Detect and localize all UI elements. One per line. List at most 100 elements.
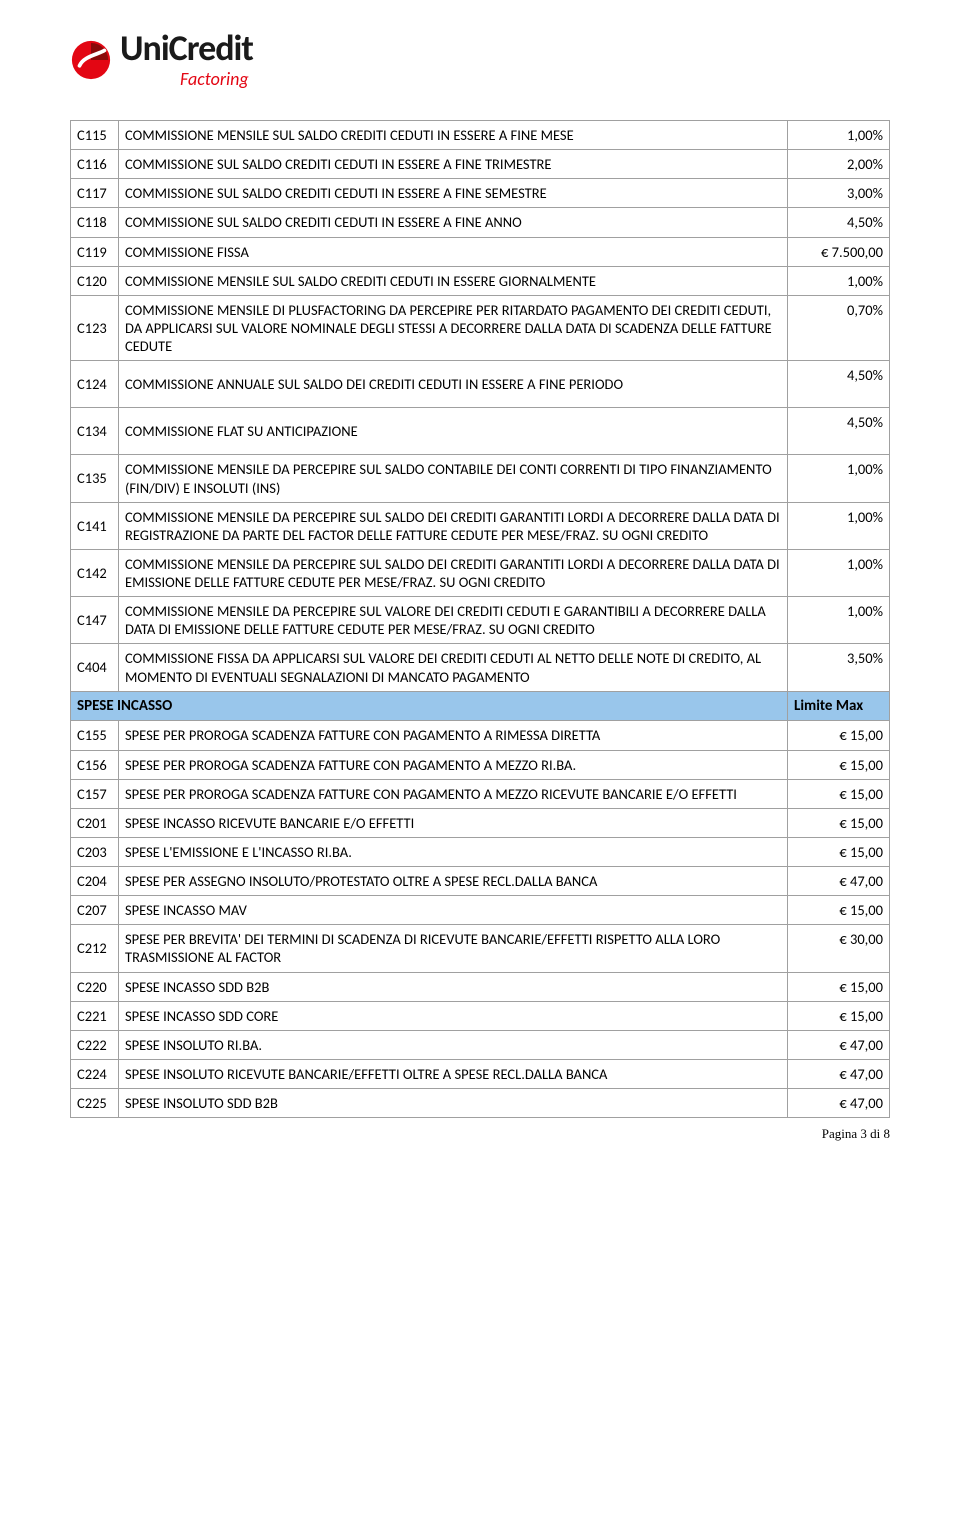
row-description: COMMISSIONE SUL SALDO CREDITI CEDUTI IN … — [119, 150, 788, 179]
row-code: C147 — [71, 597, 119, 644]
row-description: SPESE INCASSO SDD CORE — [119, 1001, 788, 1030]
row-code: C201 — [71, 808, 119, 837]
row-description: SPESE PER PROROGA SCADENZA FATTURE CON P… — [119, 721, 788, 750]
table-row: C201SPESE INCASSO RICEVUTE BANCARIE E/O … — [71, 808, 890, 837]
row-code: C115 — [71, 121, 119, 150]
row-description: SPESE INCASSO MAV — [119, 896, 788, 925]
table-row: C157SPESE PER PROROGA SCADENZA FATTURE C… — [71, 779, 890, 808]
row-description: COMMISSIONE MENSILE SUL SALDO CREDITI CE… — [119, 266, 788, 295]
table-row: C225SPESE INSOLUTO SDD B2B€ 47,00 — [71, 1089, 890, 1118]
table-row: C142COMMISSIONE MENSILE DA PERCEPIRE SUL… — [71, 549, 890, 596]
row-value: 3,00% — [788, 179, 890, 208]
row-description: COMMISSIONE MENSILE DI PLUSFACTORING DA … — [119, 295, 788, 360]
row-description: COMMISSIONE SUL SALDO CREDITI CEDUTI IN … — [119, 208, 788, 237]
table-row: C134COMMISSIONE FLAT SU ANTICIPAZIONE4,5… — [71, 408, 890, 455]
row-code: C220 — [71, 972, 119, 1001]
row-value: € 15,00 — [788, 779, 890, 808]
unicredit-logo-icon — [70, 39, 112, 81]
row-description: SPESE PER PROROGA SCADENZA FATTURE CON P… — [119, 750, 788, 779]
table-row: C221SPESE INCASSO SDD CORE€ 15,00 — [71, 1001, 890, 1030]
row-description: COMMISSIONE FISSA DA APPLICARSI SUL VALO… — [119, 644, 788, 691]
row-value: € 47,00 — [788, 867, 890, 896]
row-description: SPESE INCASSO SDD B2B — [119, 972, 788, 1001]
row-description: COMMISSIONE MENSILE SUL SALDO CREDITI CE… — [119, 121, 788, 150]
row-code: C203 — [71, 837, 119, 866]
row-code: C404 — [71, 644, 119, 691]
row-description: SPESE PER PROROGA SCADENZA FATTURE CON P… — [119, 779, 788, 808]
row-code: C157 — [71, 779, 119, 808]
row-code: C124 — [71, 361, 119, 408]
row-code: C222 — [71, 1030, 119, 1059]
row-description: COMMISSIONE ANNUALE SUL SALDO DEI CREDIT… — [119, 361, 788, 408]
row-value: € 15,00 — [788, 1001, 890, 1030]
row-value: € 15,00 — [788, 896, 890, 925]
logo-text: UniCredit Factoring — [120, 30, 253, 90]
row-value: 1,00% — [788, 549, 890, 596]
row-value: 0,70% — [788, 295, 890, 360]
row-code: C207 — [71, 896, 119, 925]
row-description: SPESE INCASSO RICEVUTE BANCARIE E/O EFFE… — [119, 808, 788, 837]
fee-table: C115COMMISSIONE MENSILE SUL SALDO CREDIT… — [70, 120, 890, 1118]
row-value: € 15,00 — [788, 837, 890, 866]
brand-main: UniCredit — [120, 30, 253, 66]
table-row: C141COMMISSIONE MENSILE DA PERCEPIRE SUL… — [71, 502, 890, 549]
row-code: C225 — [71, 1089, 119, 1118]
table-row: C116COMMISSIONE SUL SALDO CREDITI CEDUTI… — [71, 150, 890, 179]
row-description: SPESE PER BREVITA' DEI TERMINI DI SCADEN… — [119, 925, 788, 972]
row-code: C204 — [71, 867, 119, 896]
row-code: C120 — [71, 266, 119, 295]
row-code: C212 — [71, 925, 119, 972]
row-value: 2,00% — [788, 150, 890, 179]
brand-sub: Factoring — [120, 68, 253, 90]
row-description: COMMISSIONE FISSA — [119, 237, 788, 266]
row-description: COMMISSIONE MENSILE DA PERCEPIRE SUL SAL… — [119, 455, 788, 502]
row-description: SPESE INSOLUTO RICEVUTE BANCARIE/EFFETTI… — [119, 1059, 788, 1088]
table-row: C118COMMISSIONE SUL SALDO CREDITI CEDUTI… — [71, 208, 890, 237]
table-row: C124COMMISSIONE ANNUALE SUL SALDO DEI CR… — [71, 361, 890, 408]
row-value: 4,50% — [788, 408, 890, 455]
row-description: SPESE L'EMISSIONE E L'INCASSO RI.BA. — [119, 837, 788, 866]
row-value: € 7.500,00 — [788, 237, 890, 266]
row-description: SPESE INSOLUTO SDD B2B — [119, 1089, 788, 1118]
row-description: SPESE PER ASSEGNO INSOLUTO/PROTESTATO OL… — [119, 867, 788, 896]
table-row: C155SPESE PER PROROGA SCADENZA FATTURE C… — [71, 721, 890, 750]
row-value: € 47,00 — [788, 1089, 890, 1118]
row-code: C142 — [71, 549, 119, 596]
row-code: C141 — [71, 502, 119, 549]
table-row: C203SPESE L'EMISSIONE E L'INCASSO RI.BA.… — [71, 837, 890, 866]
row-value: € 47,00 — [788, 1059, 890, 1088]
section-header-value: Limite Max — [788, 691, 890, 721]
table-row: C156SPESE PER PROROGA SCADENZA FATTURE C… — [71, 750, 890, 779]
row-value: 4,50% — [788, 361, 890, 408]
row-description: COMMISSIONE MENSILE DA PERCEPIRE SUL SAL… — [119, 502, 788, 549]
row-code: C221 — [71, 1001, 119, 1030]
row-code: C118 — [71, 208, 119, 237]
table-row: C212SPESE PER BREVITA' DEI TERMINI DI SC… — [71, 925, 890, 972]
table-row: C404COMMISSIONE FISSA DA APPLICARSI SUL … — [71, 644, 890, 691]
table-row: C119COMMISSIONE FISSA€ 7.500,00 — [71, 237, 890, 266]
row-value: 3,50% — [788, 644, 890, 691]
row-code: C135 — [71, 455, 119, 502]
row-code: C123 — [71, 295, 119, 360]
table-row: C115COMMISSIONE MENSILE SUL SALDO CREDIT… — [71, 121, 890, 150]
row-description: COMMISSIONE MENSILE DA PERCEPIRE SUL VAL… — [119, 597, 788, 644]
table-row: C117COMMISSIONE SUL SALDO CREDITI CEDUTI… — [71, 179, 890, 208]
logo-area: UniCredit Factoring — [70, 30, 890, 90]
table-row: C224SPESE INSOLUTO RICEVUTE BANCARIE/EFF… — [71, 1059, 890, 1088]
row-code: C116 — [71, 150, 119, 179]
row-value: € 15,00 — [788, 808, 890, 837]
row-value: € 15,00 — [788, 721, 890, 750]
table-row: C123COMMISSIONE MENSILE DI PLUSFACTORING… — [71, 295, 890, 360]
page-footer: Pagina 3 di 8 — [70, 1126, 890, 1142]
table-row: C207SPESE INCASSO MAV€ 15,00 — [71, 896, 890, 925]
row-value: € 30,00 — [788, 925, 890, 972]
table-row: C220SPESE INCASSO SDD B2B€ 15,00 — [71, 972, 890, 1001]
row-description: SPESE INSOLUTO RI.BA. — [119, 1030, 788, 1059]
row-value: € 47,00 — [788, 1030, 890, 1059]
table-row: C222SPESE INSOLUTO RI.BA.€ 47,00 — [71, 1030, 890, 1059]
section-title: SPESE INCASSO — [71, 691, 788, 721]
table-row: C147COMMISSIONE MENSILE DA PERCEPIRE SUL… — [71, 597, 890, 644]
row-value: 1,00% — [788, 597, 890, 644]
row-description: COMMISSIONE FLAT SU ANTICIPAZIONE — [119, 408, 788, 455]
row-code: C224 — [71, 1059, 119, 1088]
